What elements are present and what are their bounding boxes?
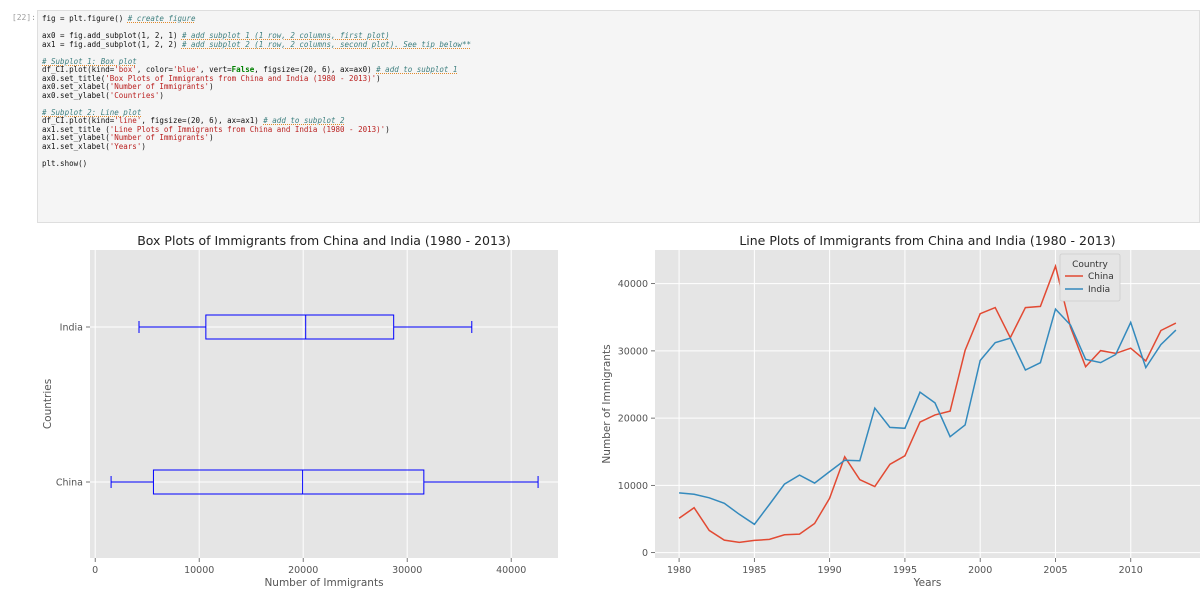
code-line: fig = plt.figure() # create figure: [42, 14, 471, 24]
code-token: 'Number of Immigrants': [109, 82, 210, 91]
code-line: ax1.set_ylabel('Number of Immigrants'): [42, 133, 471, 143]
code-token: ): [209, 82, 214, 91]
code-comment: # add subplot 2 (1 row, 2 columns, secon…: [181, 39, 471, 49]
code-token: ): [376, 73, 381, 83]
cell-output: 0 10000 20000 30000 40000 China India Box Plots…: [37, 228, 1202, 595]
code-token: False: [231, 65, 255, 74]
line-xtick-label: 2000: [968, 565, 992, 576]
code-comment: # create figure: [127, 14, 196, 23]
legend: Country China India: [1059, 253, 1121, 302]
code-token: ): [141, 141, 146, 151]
code-comment: # Subplot 2: Line plot: [42, 107, 142, 117]
box-india: [138, 314, 473, 340]
line-plot-ylabel: Number of Immigrants: [601, 344, 613, 463]
box-plot-xlabel: Number of Immigrants: [264, 577, 383, 589]
line-ytick-label: 10000: [618, 481, 648, 492]
legend-label: India: [1088, 285, 1110, 295]
cell-prompt: [22]:: [11, 13, 36, 22]
line-ytick-label: 20000: [618, 414, 648, 425]
box-rect: [205, 314, 395, 340]
code-token: ): [209, 133, 214, 142]
line-xtick-label: 1990: [818, 565, 842, 576]
code-token: , figsize=(20, 6), ax=ax0): [254, 65, 377, 74]
code-token: ax0 = fig.add_subplot(1, 2, 1): [42, 31, 182, 40]
code-line: ax1.set_xlabel('Years'): [42, 141, 471, 152]
box-xtick-label: 20000: [288, 565, 318, 576]
code-token: ax0.set_title(: [42, 73, 106, 83]
code-token: ax1 = fig.add_subplot(1, 2, 2): [42, 39, 182, 49]
code-token: 'box': [114, 65, 137, 74]
box-xtick-label: 40000: [496, 565, 526, 576]
box-plot-area: [90, 250, 558, 558]
line-xtick-label: 1995: [893, 565, 917, 576]
code-token: 'blue': [172, 65, 201, 74]
code-line: plt.show(): [42, 158, 471, 169]
code-line: df_CI.plot(kind='line', figsize=(20, 6),…: [42, 116, 471, 126]
line-xtick-label: 1980: [667, 565, 691, 576]
code-comment: # add to subplot 1: [376, 65, 458, 74]
code-line: # Subplot 1: Box plot: [42, 56, 471, 67]
box-china: [110, 469, 539, 495]
code-token: ax0.set_ylabel(: [42, 90, 110, 100]
code-token: 'Box Plots of Immigrants from China and …: [105, 73, 377, 83]
code-editor[interactable]: fig = plt.figure() # create figure ax0 = …: [42, 14, 471, 169]
code-token: 'Years': [109, 141, 142, 151]
code-token: ): [385, 124, 390, 134]
legend-title: Country: [1072, 260, 1108, 270]
code-line: ax0 = fig.add_subplot(1, 2, 1) # add sub…: [42, 31, 471, 41]
code-token: 'Line Plots of Immigrants from China and…: [109, 124, 386, 134]
box-plot-title: Box Plots of Immigrants from China and I…: [137, 233, 511, 248]
box-ytick-label: China: [56, 478, 83, 489]
code-token: ax1.set_xlabel(: [42, 141, 110, 151]
code-token: df_CI.plot(kind=: [42, 116, 115, 125]
code-line: df_CI.plot(kind='box', color='blue', ver…: [42, 65, 471, 75]
code-token: plt.show(): [42, 158, 88, 168]
code-line: ax1 = fig.add_subplot(1, 2, 2) # add sub…: [42, 39, 471, 50]
code-token: fig = plt.figure(): [42, 14, 128, 23]
code-comment: # add to subplot 2: [263, 116, 345, 125]
code-token: ax1.set_ylabel(: [42, 133, 110, 142]
code-token: 'Countries': [109, 90, 160, 100]
code-token: df_CI.plot(kind=: [42, 65, 115, 74]
series-line-india: [679, 307, 1177, 526]
box-xtick-label: 0: [92, 565, 98, 576]
code-token: 'Number of Immigrants': [109, 133, 210, 142]
line-xtick-label: 2010: [1119, 565, 1143, 576]
code-line: ax0.set_xlabel('Number of Immigrants'): [42, 82, 471, 92]
code-token: , figsize=(20, 6), ax=ax1): [141, 116, 264, 125]
code-token: 'line': [114, 116, 142, 125]
code-cell[interactable]: fig = plt.figure() # create figure ax0 = …: [37, 10, 1200, 223]
code-line: ax0.set_ylabel('Countries'): [42, 90, 471, 101]
series-line-china: [678, 263, 1177, 544]
code-token: ): [159, 90, 164, 100]
code-token: , vert=: [200, 65, 232, 74]
line-ytick-label: 30000: [618, 346, 648, 357]
line-xtick-label: 1985: [742, 565, 766, 576]
box-xtick-label: 30000: [392, 565, 422, 576]
code-line: [42, 151, 471, 160]
line-ytick-label: 40000: [618, 279, 648, 290]
line-plot-title: Line Plots of Immigrants from China and …: [739, 233, 1115, 248]
line-ytick-label: 0: [642, 548, 648, 559]
box-ytick-label: India: [60, 323, 83, 334]
box-plot-ylabel: Countries: [42, 379, 54, 429]
code-token: ax0.set_xlabel(: [42, 82, 110, 91]
box-xtick-label: 10000: [184, 565, 214, 576]
code-comment: # Subplot 1: Box plot: [42, 56, 137, 66]
box-rect: [152, 469, 425, 495]
code-line: ax0.set_title('Box Plots of Immigrants f…: [42, 73, 471, 84]
code-comment: # add subplot 1 (1 row, 2 columns, first…: [181, 31, 390, 40]
code-line: ax1.set_title ('Line Plots of Immigrants…: [42, 124, 471, 135]
code-token: ax1.set_title (: [42, 124, 110, 134]
code-line: # Subplot 2: Line plot: [42, 107, 471, 118]
code-token: , color=: [136, 65, 173, 74]
line-plot-xlabel: Years: [913, 577, 942, 589]
line-xtick-label: 2005: [1043, 565, 1067, 576]
legend-label: China: [1088, 272, 1114, 282]
